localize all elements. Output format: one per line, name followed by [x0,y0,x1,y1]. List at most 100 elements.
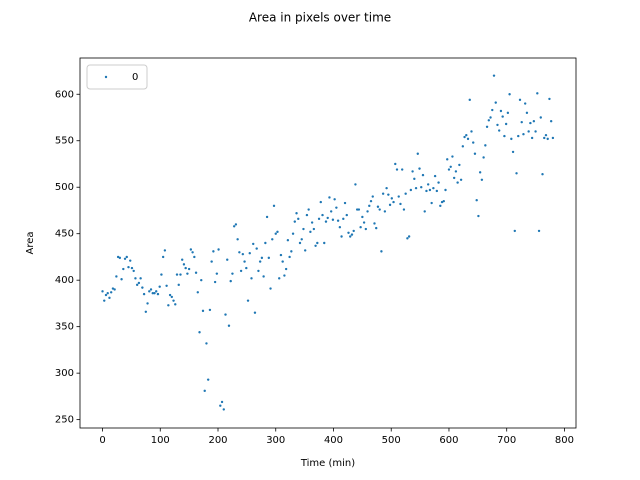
point [262,275,265,278]
point [513,229,516,233]
point [387,193,390,196]
point [335,206,338,209]
point [137,281,141,285]
point [347,231,350,234]
x-axis-label: Time (min) [300,458,355,469]
point [394,162,397,166]
point [278,277,281,280]
point [227,324,231,327]
y-tick-label: 400 [55,275,74,286]
point [314,244,317,247]
point [217,248,220,251]
point [504,122,508,126]
point [258,260,262,263]
point [349,235,352,238]
y-tick-label: 250 [55,415,74,426]
point [383,210,387,213]
point [435,189,439,193]
point [248,252,251,255]
point [187,267,191,271]
point [167,304,170,307]
point [224,313,227,316]
point [276,230,279,234]
point [400,168,404,171]
point [172,299,175,302]
point [501,115,504,118]
point [236,238,239,241]
point [446,158,449,161]
point [281,260,284,263]
point [284,267,288,271]
point [362,221,366,224]
point [392,200,395,204]
point [534,130,537,133]
point [416,152,419,155]
point [293,220,296,223]
point [433,174,437,178]
point [343,201,347,205]
point [352,229,355,233]
point [517,134,520,138]
point [459,178,463,181]
point [317,217,321,221]
point [288,255,291,259]
point [355,208,359,211]
y-axis-label: Area [25,231,36,254]
x-tick-label: 700 [497,435,516,446]
point [194,271,198,274]
point [376,205,380,208]
point [354,183,357,186]
point [144,310,148,313]
point [212,250,215,253]
point [135,283,139,287]
point [205,342,208,345]
point [189,248,193,251]
point [220,400,224,404]
point [373,222,376,225]
point [255,247,258,250]
point [232,225,236,228]
point [151,292,154,295]
point [530,136,534,140]
point [336,219,340,222]
point [395,168,399,171]
point [324,220,328,223]
point [186,272,189,275]
point [371,195,374,198]
point [537,229,541,233]
point [449,165,452,168]
point [397,195,400,198]
point [213,280,217,284]
point [361,215,364,219]
point [375,226,378,230]
point [175,273,179,276]
point [279,253,283,257]
point [482,156,485,159]
point [465,133,468,137]
point [109,291,113,294]
point [141,286,144,289]
point [329,210,333,213]
point [305,213,309,217]
legend-box [86,64,148,90]
point [428,188,432,192]
point [473,152,477,155]
y-tick-label: 500 [55,182,74,193]
point [198,331,201,334]
point [246,299,250,302]
point [260,256,264,260]
point [181,258,184,261]
point [193,255,196,259]
point [153,292,156,295]
point [168,293,172,297]
point [252,242,255,246]
point [413,177,416,181]
point [402,208,406,211]
point [525,111,529,115]
point [103,299,106,302]
point [463,135,466,139]
point [179,273,182,276]
point [239,269,243,273]
point [222,408,225,411]
